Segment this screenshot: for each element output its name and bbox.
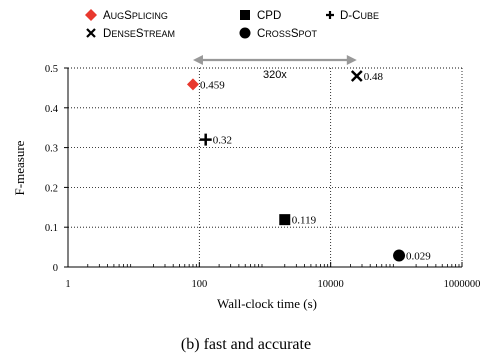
data-label-densestream: 0.48 [364,71,384,83]
annotation-arrowhead-left [192,55,203,65]
y-tick-labels: 0 0.1 0.2 0.3 0.4 0.5 [45,64,59,274]
axes [64,67,463,268]
x-axis-label: Wall-clock time (s) [217,296,317,311]
y-tick-label: 0 [53,263,58,274]
marker-densestream [350,70,363,82]
legend-item-augsplicing: AUGSPLICING [85,9,168,22]
data-label-dcube: 0.32 [213,135,232,147]
figure-caption: (b) fast and accurate [180,336,312,353]
marker-dcube [199,133,212,146]
y-tick-label: 0.3 [45,144,58,155]
legend: AUGSPLICING CPD D-CUBE DENSESTREAM CROSS… [85,9,379,40]
legend-item-densestream: DENSESTREAM [86,28,175,40]
x-tick-label: 1000000 [444,279,481,290]
legend-label-cpd: CPD [257,10,281,22]
y-tick-label: 0.1 [45,223,58,234]
legend-marker-crossspot [239,27,251,39]
y-axis-label: F-measure [12,140,27,195]
y-tick-label: 0.5 [45,64,58,75]
marker-cpd [279,214,291,226]
legend-label-densestream: DENSESTREAM [103,28,175,40]
data-label-cpd: 0.119 [292,215,317,227]
legend-label-augsplicing: AUGSPLICING [103,10,168,22]
legend-marker-cpd [240,10,250,20]
point-augsplicing: 0.459 [186,78,225,91]
chart: AUGSPLICING CPD D-CUBE DENSESTREAM CROSS… [12,9,480,311]
legend-label-dcube: D-CUBE [340,10,379,22]
data-label-crossspot: 0.029 [406,250,431,262]
x-tick-label: 10000 [318,279,344,290]
x-tick-label: 1 [65,279,70,290]
y-tick-label: 0.2 [45,183,58,194]
legend-item-cpd: CPD [240,10,281,22]
annotation-arrowhead-right [346,55,357,65]
data-label-augsplicing: 0.459 [200,79,225,91]
x-tick-label: 100 [191,279,207,290]
legend-item-crossspot: CROSSSPOT [239,27,318,40]
marker-crossspot [393,249,406,262]
x-tick-labels: 1 100 10000 1000000 [65,279,480,290]
legend-marker-dcube [326,11,334,19]
data-points: 0.459 0.119 0.32 0.48 0.029 [186,70,431,262]
point-crossspot: 0.029 [393,249,431,262]
y-tick-label: 0.4 [45,104,59,115]
point-densestream: 0.48 [350,70,384,83]
legend-marker-densestream [86,28,96,38]
legend-label-crossspot: CROSSSPOT [257,28,318,40]
point-cpd: 0.119 [279,214,317,227]
annotation-label: 320x [263,69,287,81]
annotation: 320x [192,55,357,81]
legend-marker-augsplicing [85,9,97,21]
point-dcube: 0.32 [199,133,232,147]
legend-item-dcube: D-CUBE [326,10,379,22]
marker-augsplicing [186,78,199,91]
grid [68,67,463,267]
